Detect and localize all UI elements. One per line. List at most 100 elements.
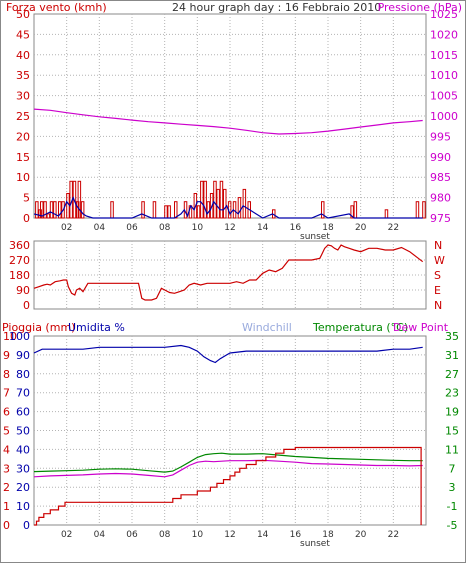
wind-speed-tick: 5 bbox=[23, 192, 30, 205]
pressure-axis-title: Pressione (hPa) bbox=[378, 1, 462, 14]
pressure-tick: 975 bbox=[430, 212, 451, 225]
pressure-tick: 1025 bbox=[430, 8, 458, 21]
hour-tick-label: 16 bbox=[290, 530, 302, 540]
panel1-hour-tick-labels: 02 04 06 08 10 12 14 16 18 20 22 bbox=[61, 223, 399, 233]
temperature-tick: 27 bbox=[445, 368, 459, 381]
wind-speed-tick: 25 bbox=[16, 110, 30, 123]
wind-speed-tick: 15 bbox=[16, 151, 30, 164]
pressure-tick: 1005 bbox=[430, 90, 458, 103]
hour-tick-label: 22 bbox=[388, 530, 399, 540]
wind-pressure-panel: Forza vento (kmh) 24 hour graph day : 16… bbox=[6, 1, 462, 242]
gust-bar bbox=[196, 205, 201, 219]
rain-tick: 10 bbox=[3, 330, 17, 343]
hour-tick-label: 14 bbox=[257, 530, 269, 540]
wind-speed-tick-labels: 0 5 10 15 20 25 30 35 40 45 50 bbox=[16, 8, 30, 225]
compass-tick: S bbox=[434, 269, 441, 282]
hour-tick-label: 20 bbox=[355, 223, 367, 233]
hour-tick-label: 02 bbox=[61, 223, 72, 233]
wind-speed-tick: 10 bbox=[16, 171, 30, 184]
gust-bar bbox=[321, 201, 325, 219]
temperature-tick: 7 bbox=[449, 462, 456, 475]
humidity-tick: 60 bbox=[16, 406, 30, 419]
rain-tick: 9 bbox=[3, 349, 10, 362]
compass-tick: N bbox=[434, 299, 442, 312]
hour-tick-label: 10 bbox=[192, 223, 204, 233]
wind-speed-axis-title: Forza vento (kmh) bbox=[6, 1, 107, 14]
gust-bar bbox=[219, 180, 224, 219]
humidity-tick: 30 bbox=[16, 462, 30, 475]
direction-degree-tick: 180 bbox=[9, 269, 30, 282]
temperature-line bbox=[33, 452, 423, 473]
temperature-axis-title: Temperatura (°C) bbox=[312, 321, 408, 334]
hour-tick-label: 08 bbox=[159, 223, 171, 233]
direction-degree-tick-labels: 0 90 180 270 360 bbox=[9, 239, 30, 312]
rain-tick: 5 bbox=[3, 425, 10, 438]
panel1-grid bbox=[34, 14, 426, 218]
rain-humidity-temperature-panel: Pioggia (mm) Umidita % Windchill Tempera… bbox=[2, 321, 459, 549]
wind-speed-tick: 50 bbox=[16, 8, 30, 21]
chart-title: 24 hour graph day : 16 Febbraio 2010 bbox=[172, 1, 381, 14]
temperature-tick: 11 bbox=[445, 443, 459, 456]
pressure-tick: 990 bbox=[430, 151, 451, 164]
gust-bar bbox=[58, 201, 62, 219]
hour-tick-label: 22 bbox=[388, 223, 399, 233]
rain-tick: 3 bbox=[3, 462, 10, 475]
wind-speed-tick: 45 bbox=[16, 28, 30, 41]
rain-tick: 2 bbox=[3, 481, 10, 494]
gust-bar bbox=[46, 213, 51, 219]
pressure-tick: 1015 bbox=[430, 49, 458, 62]
humidity-tick: 10 bbox=[16, 500, 30, 513]
pressure-tick: 1020 bbox=[430, 28, 458, 41]
gust-bar bbox=[223, 188, 227, 219]
hour-tick-label: 12 bbox=[224, 223, 235, 233]
humidity-tick: 40 bbox=[16, 443, 30, 456]
hour-tick-label: 08 bbox=[159, 530, 171, 540]
panel3-hour-tick-labels: 02 04 06 08 10 12 14 16 18 20 22 bbox=[61, 530, 399, 540]
rain-tick: 8 bbox=[3, 368, 10, 381]
hour-tick-label: 06 bbox=[126, 223, 138, 233]
gust-bar bbox=[242, 188, 247, 219]
hour-tick-label: 04 bbox=[94, 530, 106, 540]
hour-tick-label: 16 bbox=[290, 223, 302, 233]
rain-line bbox=[34, 446, 422, 526]
humidity-tick: 50 bbox=[16, 425, 30, 438]
wind-speed-tick: 35 bbox=[16, 69, 30, 82]
rain-tick: 0 bbox=[3, 519, 10, 532]
humidity-axis-title: Umidita % bbox=[68, 321, 125, 334]
panel3-grid bbox=[34, 336, 426, 525]
gust-bar bbox=[209, 193, 214, 219]
pressure-tick-labels: 975 980 985 990 995 1000 1005 1010 1015 1020 1025 bbox=[430, 8, 458, 225]
gust-bar bbox=[49, 201, 54, 219]
dew-point-legend-label: Dew Point bbox=[393, 321, 449, 334]
direction-degree-tick: 270 bbox=[9, 254, 30, 267]
temperature-tick: 35 bbox=[445, 330, 459, 343]
gust-bar bbox=[80, 201, 85, 219]
gust-bar bbox=[216, 188, 220, 219]
hour-tick-label: 06 bbox=[126, 530, 138, 540]
gust-bar bbox=[350, 205, 354, 219]
direction-degree-tick: 90 bbox=[16, 284, 30, 297]
humidity-tick: 20 bbox=[16, 481, 30, 494]
panel1-sunset-label: sunset bbox=[300, 232, 330, 242]
hour-tick-label: 14 bbox=[257, 223, 269, 233]
gust-bar bbox=[174, 201, 178, 219]
rain-tick: 7 bbox=[3, 387, 10, 400]
pressure-tick: 1010 bbox=[430, 69, 458, 82]
rain-axis-title: Pioggia (mm) bbox=[2, 321, 75, 334]
wind-speed-tick: 40 bbox=[16, 49, 30, 62]
humidity-tick: 100 bbox=[9, 330, 30, 343]
gust-bar bbox=[200, 180, 204, 219]
direction-degree-tick: 360 bbox=[9, 239, 30, 252]
humidity-tick: 0 bbox=[23, 519, 30, 532]
dew-point-line bbox=[33, 459, 423, 478]
hour-tick-label: 12 bbox=[224, 530, 235, 540]
gust-bar bbox=[141, 201, 145, 219]
wind-speed-tick: 20 bbox=[16, 130, 30, 143]
compass-tick: E bbox=[434, 284, 441, 297]
hour-tick-label: 10 bbox=[192, 530, 204, 540]
pressure-line bbox=[33, 108, 423, 135]
temperature-tick: -5 bbox=[447, 519, 458, 532]
wind-speed-line bbox=[33, 195, 423, 219]
